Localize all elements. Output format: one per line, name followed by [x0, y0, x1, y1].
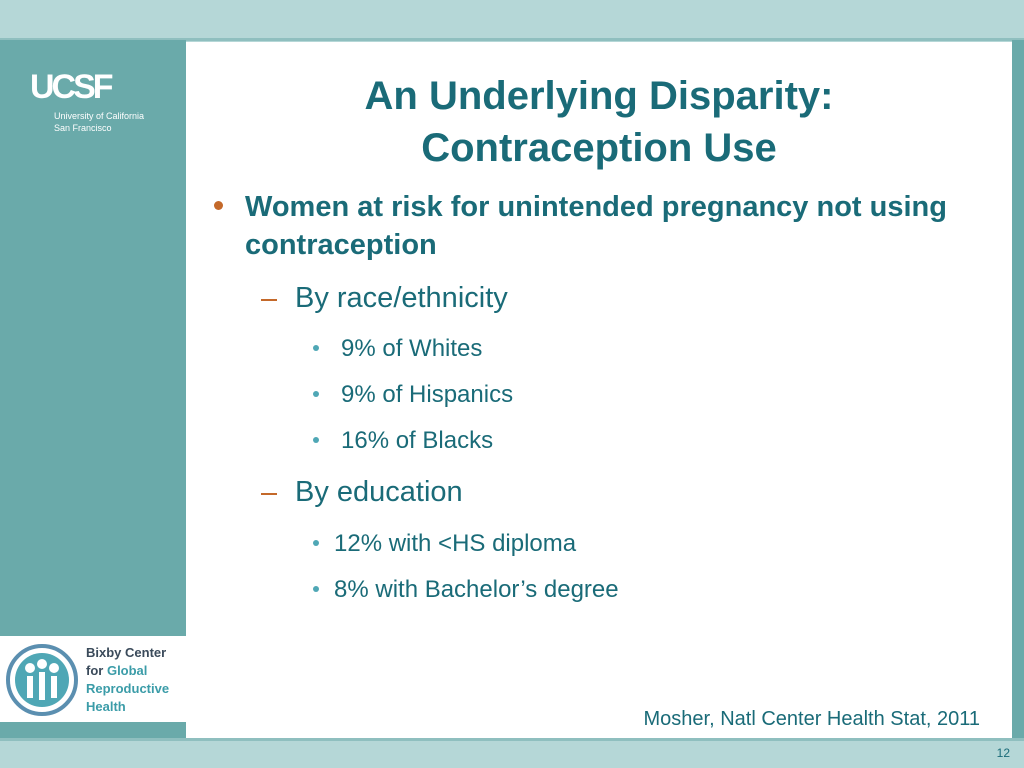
logo-text: University of California	[54, 111, 145, 121]
dash	[261, 493, 277, 495]
bullet	[313, 391, 319, 397]
content-area	[186, 42, 1012, 738]
logo-mark: UCSF	[30, 68, 114, 106]
item: 9% of Hispanics	[341, 381, 514, 408]
title: An Underlying Disparity:	[364, 74, 834, 118]
sub-heading: By race/ethnicity	[295, 282, 508, 314]
logo-text: Bixby Center	[86, 645, 167, 660]
bullet	[313, 586, 319, 592]
bullet	[214, 201, 223, 210]
border	[0, 738, 1024, 741]
center-logo: Bixby Center for Global Reproductive Hea…	[0, 636, 186, 722]
logo-text: Global	[106, 663, 148, 678]
dash	[261, 299, 277, 301]
sub-heading: By education	[295, 476, 463, 508]
border	[0, 38, 1024, 41]
citation: Mosher, Natl Center Health Stat, 2011	[643, 708, 980, 730]
title: Contraception Use	[421, 126, 777, 170]
logo-text: for Global	[86, 663, 147, 678]
bullet-text: Women at risk for unintended pregnancy n…	[245, 191, 947, 261]
logo-text: Reproductive	[86, 681, 170, 696]
item: 12% with <HS diploma	[334, 530, 577, 557]
page-number: 12	[996, 746, 1010, 760]
logo-text: for	[86, 663, 107, 678]
logo-text: San Francisco	[54, 123, 112, 133]
item: 8% with Bachelor’s degree	[334, 576, 619, 603]
logo-text: Health	[86, 699, 126, 714]
bullet	[313, 437, 319, 443]
right-panel	[1012, 40, 1024, 740]
item: 16% of Blacks	[341, 427, 494, 454]
logo-icon	[6, 644, 78, 716]
bullet	[313, 345, 319, 351]
bullet	[313, 540, 319, 546]
item: 9% of Whites	[341, 335, 483, 362]
left-panel	[0, 40, 186, 740]
